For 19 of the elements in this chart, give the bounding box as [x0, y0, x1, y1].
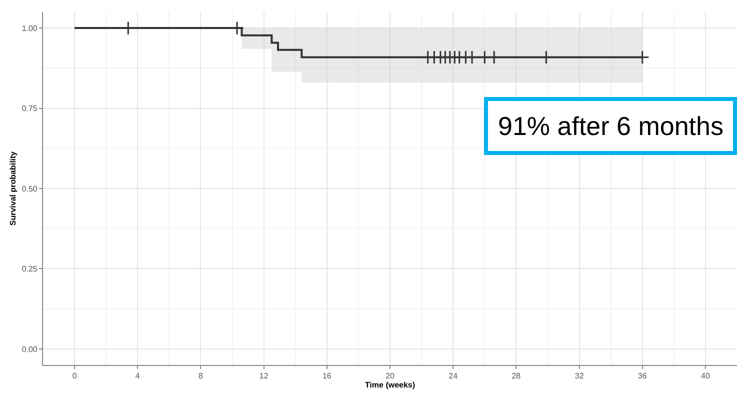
annotation: 91% after 6 months — [498, 111, 724, 141]
x-tick-label: 24 — [448, 372, 458, 381]
x-tick-label: 28 — [512, 372, 522, 381]
y-tick-label: 0.75 — [22, 104, 38, 114]
x-tick-label: 40 — [700, 372, 710, 381]
x-tick-label: 16 — [322, 372, 332, 381]
y-axis-title: Survival probability — [8, 150, 18, 226]
x-tick-label: 12 — [259, 372, 269, 381]
y-tick-label: 0.25 — [22, 264, 38, 274]
x-tick-label: 32 — [574, 372, 584, 381]
x-tick-label: 20 — [386, 372, 395, 381]
x-tick-label: 4 — [135, 372, 140, 381]
x-tick-label: 0 — [72, 372, 78, 381]
y-tick-label: 1.00 — [22, 24, 38, 33]
y-tick-label: 0.50 — [22, 184, 38, 194]
x-axis-title: Time (weeks) — [364, 380, 416, 390]
x-tick-label: 8 — [198, 372, 204, 381]
y-tick-label: 0.00 — [22, 344, 38, 354]
x-tick-label: 36 — [638, 372, 648, 381]
